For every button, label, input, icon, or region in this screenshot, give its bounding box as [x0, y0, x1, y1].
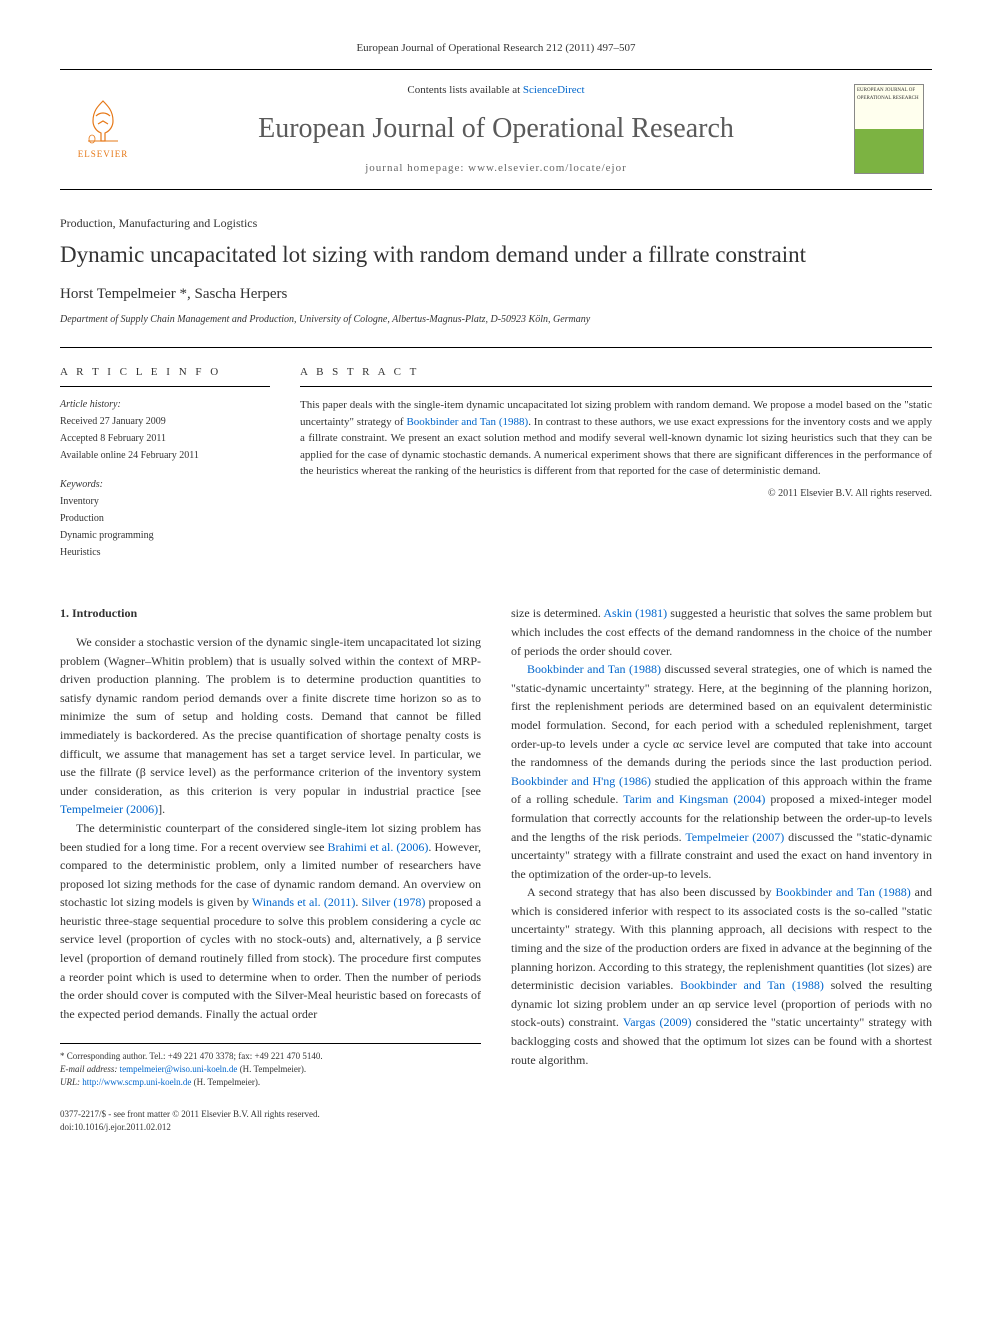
body-text: ]. — [158, 802, 165, 816]
citation-link[interactable]: Brahimi et al. (2006) — [328, 840, 429, 854]
citation-link[interactable]: Tarim and Kingsman (2004) — [623, 792, 765, 806]
journal-homepage: journal homepage: www.elsevier.com/locat… — [158, 160, 834, 177]
url-line: URL: http://www.scmp.uni-koeln.de (H. Te… — [60, 1076, 481, 1089]
doi-line: doi:10.1016/j.ejor.2011.02.012 — [60, 1121, 932, 1134]
keyword: Production — [60, 511, 270, 526]
article-type: Production, Manufacturing and Logistics — [60, 214, 932, 232]
body-text: proposed a heuristic three-stage sequent… — [60, 895, 481, 1021]
issn-line: 0377-2217/$ - see front matter © 2011 El… — [60, 1108, 932, 1121]
header-center: Contents lists available at ScienceDirec… — [158, 82, 834, 177]
citation-link[interactable]: Bookbinder and H'ng (1986) — [511, 774, 651, 788]
body-paragraph: The deterministic counterpart of the con… — [60, 819, 481, 1024]
article-title: Dynamic uncapacitated lot sizing with ra… — [60, 240, 932, 270]
body-columns: 1. Introduction We consider a stochastic… — [60, 604, 932, 1088]
url-link[interactable]: http://www.scmp.uni-koeln.de — [82, 1077, 191, 1087]
elsevier-tree-icon — [78, 96, 128, 146]
body-text: and which is considered inferior with re… — [511, 885, 932, 992]
url-who: (H. Tempelmeier). — [191, 1077, 260, 1087]
citation-link[interactable]: Bookbinder and Tan (1988) — [775, 885, 910, 899]
article-info-heading: A R T I C L E I N F O — [60, 364, 270, 388]
article-history-block: Article history: Received 27 January 200… — [60, 397, 270, 463]
affiliation: Department of Supply Chain Management an… — [60, 312, 932, 327]
history-label: Article history: — [60, 397, 270, 412]
citation-link[interactable]: Winands et al. (2011) — [252, 895, 356, 909]
url-label: URL: — [60, 1077, 80, 1087]
email-who: (H. Tempelmeier). — [237, 1064, 306, 1074]
keywords-label: Keywords: — [60, 477, 270, 492]
abstract: A B S T R A C T This paper deals with th… — [300, 364, 932, 575]
abstract-copyright: © 2011 Elsevier B.V. All rights reserved… — [300, 486, 932, 501]
body-paragraph: We consider a stochastic version of the … — [60, 633, 481, 819]
citation-link[interactable]: Vargas (2009) — [623, 1015, 692, 1029]
elsevier-logo: ELSEVIER — [68, 94, 138, 164]
contents-line: Contents lists available at ScienceDirec… — [158, 82, 834, 99]
abstract-text: This paper deals with the single-item dy… — [300, 397, 932, 480]
page: European Journal of Operational Research… — [0, 0, 992, 1173]
author-names: Horst Tempelmeier *, Sascha Herpers — [60, 286, 287, 302]
corresponding-author: * Corresponding author. Tel.: +49 221 47… — [60, 1050, 481, 1063]
email-label: E-mail address: — [60, 1064, 117, 1074]
email-link[interactable]: tempelmeier@wiso.uni-koeln.de — [120, 1064, 238, 1074]
body-text: A second strategy that has also been dis… — [527, 885, 775, 899]
accepted-date: Accepted 8 February 2011 — [60, 431, 270, 446]
body-text: discussed several strategies, one of whi… — [511, 662, 932, 769]
abstract-ref-link[interactable]: Bookbinder and Tan (1988) — [406, 416, 528, 428]
info-abstract-row: A R T I C L E I N F O Article history: R… — [60, 347, 932, 575]
citation-link[interactable]: Tempelmeier (2006) — [60, 802, 158, 816]
article-info: A R T I C L E I N F O Article history: R… — [60, 364, 270, 575]
journal-cover-label: EUROPEAN JOURNAL OF OPERATIONAL RESEARCH — [857, 87, 923, 102]
citation-link[interactable]: Silver (1978) — [362, 895, 426, 909]
header-box: ELSEVIER Contents lists available at Sci… — [60, 69, 932, 190]
citation-link[interactable]: Bookbinder and Tan (1988) — [680, 978, 824, 992]
body-paragraph: Bookbinder and Tan (1988) discussed seve… — [511, 660, 932, 883]
abstract-heading: A B S T R A C T — [300, 364, 932, 388]
email-line: E-mail address: tempelmeier@wiso.uni-koe… — [60, 1063, 481, 1076]
received-date: Received 27 January 2009 — [60, 414, 270, 429]
section-heading: 1. Introduction — [60, 604, 481, 623]
online-date: Available online 24 February 2011 — [60, 448, 270, 463]
keyword: Heuristics — [60, 545, 270, 560]
footnotes: * Corresponding author. Tel.: +49 221 47… — [60, 1043, 481, 1088]
journal-title: European Journal of Operational Research — [158, 108, 834, 150]
keyword: Inventory — [60, 494, 270, 509]
bottom-bar: 0377-2217/$ - see front matter © 2011 El… — [60, 1108, 932, 1133]
authors: Horst Tempelmeier *, Sascha Herpers — [60, 283, 932, 306]
keyword: Dynamic programming — [60, 528, 270, 543]
body-column-left: 1. Introduction We consider a stochastic… — [60, 604, 481, 1088]
journal-cover-thumbnail: EUROPEAN JOURNAL OF OPERATIONAL RESEARCH — [854, 84, 924, 174]
contents-text: Contents lists available at — [407, 84, 522, 96]
elsevier-name: ELSEVIER — [78, 148, 129, 162]
citation-link[interactable]: Bookbinder and Tan (1988) — [527, 662, 661, 676]
body-column-right: size is determined. Askin (1981) suggest… — [511, 604, 932, 1088]
body-text: We consider a stochastic version of the … — [60, 635, 481, 798]
body-paragraph: size is determined. Askin (1981) suggest… — [511, 604, 932, 660]
citation-link[interactable]: Askin (1981) — [603, 606, 667, 620]
header-citation: European Journal of Operational Research… — [60, 40, 932, 57]
body-text: size is determined. — [511, 606, 603, 620]
body-paragraph: A second strategy that has also been dis… — [511, 883, 932, 1069]
citation-link[interactable]: Tempelmeier (2007) — [685, 830, 784, 844]
sciencedirect-link[interactable]: ScienceDirect — [523, 84, 585, 96]
keywords-block: Keywords: Inventory Production Dynamic p… — [60, 477, 270, 560]
